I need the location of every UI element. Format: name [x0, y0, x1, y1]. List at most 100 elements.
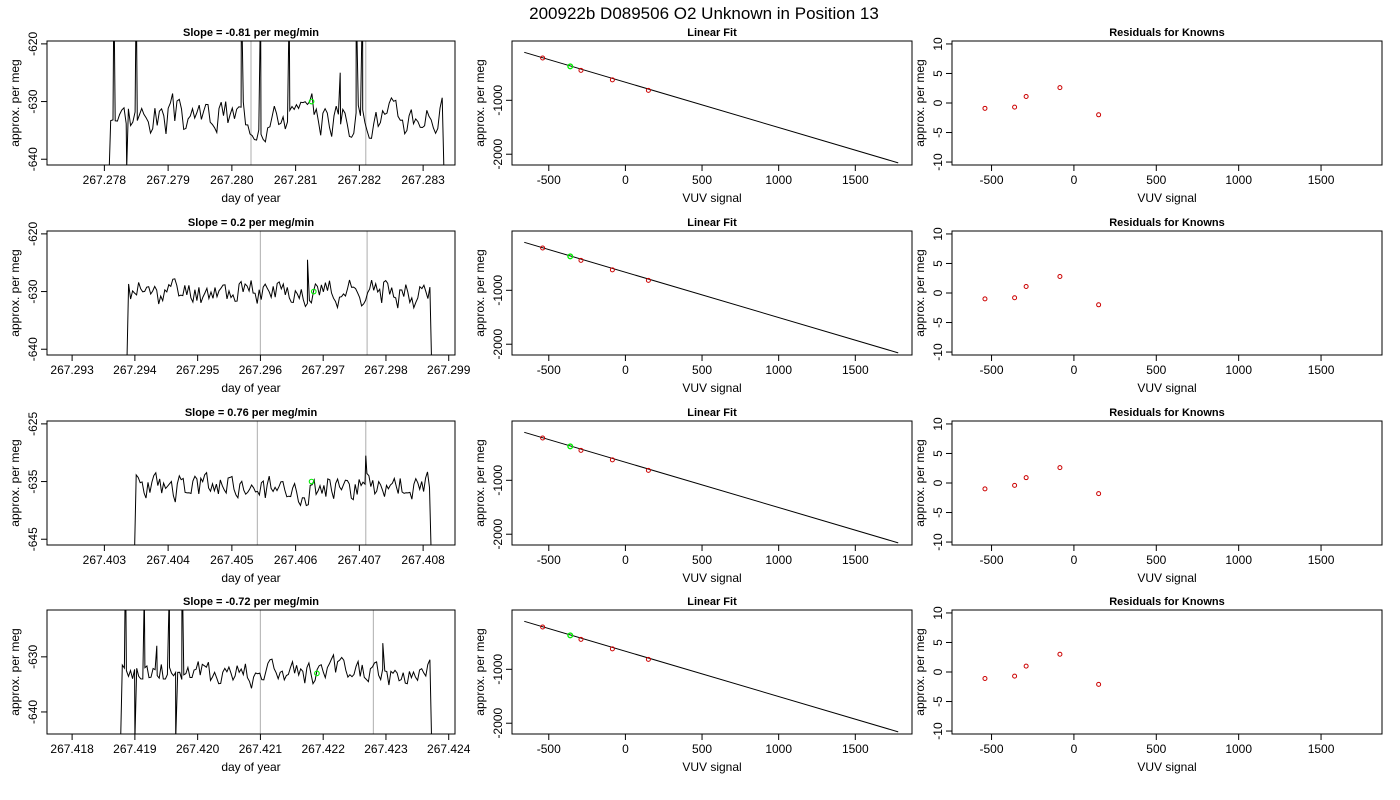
panel-7: Slope = 0.76 per meg/min 267.403 267.404 26…: [8, 407, 456, 585]
x-tick-label: 1500: [842, 742, 869, 756]
x-tick-label: 267.295: [176, 363, 220, 377]
y-tick-label: 10: [931, 606, 945, 620]
unknown-point: [308, 478, 315, 485]
panel-4: Slope = 0.2 per meg/min 267.293 267.294 267…: [8, 217, 471, 395]
y-tick-label: -1000: [491, 275, 505, 306]
plot-frame: [46, 420, 456, 546]
x-tick-label: 1500: [1308, 173, 1335, 187]
y-tick-label: -2000: [491, 519, 505, 550]
residual-point: [1057, 651, 1063, 657]
x-tick-label: 267.278: [83, 173, 127, 187]
fit-line: [524, 51, 899, 164]
y-tick-label: -620: [26, 32, 40, 56]
x-axis-label: VUV signal: [682, 381, 741, 395]
plot-area: [982, 273, 1102, 308]
unknown-point: [310, 288, 317, 295]
panel-title: Residuals for Knowns: [1109, 217, 1225, 229]
y-tick-label: -10: [931, 343, 945, 361]
x-tick-label: -500: [980, 363, 1004, 377]
y-tick-label: -2000: [491, 329, 505, 360]
x-tick-label: 267.407: [338, 553, 382, 567]
panel-title: Slope = 0.76 per meg/min: [185, 407, 318, 419]
x-tick-label: 1500: [842, 553, 869, 567]
x-tick-label: 500: [692, 363, 712, 377]
x-tick-label: 267.294: [113, 363, 157, 377]
panel-title: Residuals for Knowns: [1109, 596, 1225, 608]
y-axis-label: approx. per meg: [8, 439, 22, 526]
fit-line: [524, 620, 899, 733]
x-tick-label: -500: [537, 553, 561, 567]
x-axis-label: day of year: [221, 191, 280, 205]
panel-title: Slope = -0.72 per meg/min: [183, 596, 319, 608]
x-tick-label: 267.299: [427, 363, 471, 377]
residual-point: [1096, 681, 1102, 687]
panel-3: Residuals for Knowns -500 0 500 1000 1500 10 5 0…: [913, 27, 1383, 205]
x-tick-label: 267.404: [146, 553, 190, 567]
x-tick-label: 267.281: [274, 173, 318, 187]
y-axis-label: approx. per meg: [913, 439, 927, 526]
y-tick-label: -2000: [491, 139, 505, 170]
plot-frame: [46, 40, 456, 166]
residual-point: [1012, 104, 1018, 110]
known-point: [645, 656, 651, 662]
y-tick-label: 5: [931, 450, 945, 457]
y-tick-label: -630: [26, 279, 40, 303]
y-tick-label: -625: [26, 412, 40, 436]
x-tick-label: 0: [1071, 742, 1078, 756]
x-tick-label: 0: [1071, 173, 1078, 187]
x-tick-label: 500: [692, 553, 712, 567]
x-tick-label: 500: [692, 742, 712, 756]
x-tick-label: 267.298: [364, 363, 408, 377]
x-tick-label: 1000: [765, 173, 792, 187]
y-axis-label: approx. per meg: [913, 628, 927, 715]
panel-1: Slope = -0.81 per meg/min 267.278 267.279 2…: [8, 27, 456, 205]
panel-8: Linear Fit -500 0 500 1000 1500 -1000 -2000 VUV …: [473, 407, 913, 585]
x-tick-label: 267.405: [210, 553, 254, 567]
known-point: [578, 447, 584, 453]
plot-frame: [511, 40, 913, 166]
x-tick-label: -500: [537, 742, 561, 756]
x-axis-label: day of year: [221, 381, 280, 395]
panel-10: Slope = -0.72 per meg/min 267.418 267.419 2…: [8, 596, 471, 774]
x-tick-label: 1500: [842, 363, 869, 377]
x-tick-label: 500: [1146, 742, 1166, 756]
x-tick-label: -500: [537, 173, 561, 187]
x-tick-label: 267.424: [427, 742, 471, 756]
x-tick-label: 1500: [842, 173, 869, 187]
residual-point: [1012, 295, 1018, 301]
residual-point: [1057, 85, 1063, 91]
x-tick-label: -500: [980, 553, 1004, 567]
unknown-point: [567, 63, 574, 70]
x-tick-label: 267.419: [113, 742, 157, 756]
x-tick-label: 1000: [1225, 553, 1252, 567]
y-tick-label: 10: [931, 37, 945, 51]
x-axis-label: VUV signal: [682, 191, 741, 205]
panel-11: Linear Fit -500 0 500 1000 1500 -1000 -2000 VUV …: [473, 596, 913, 774]
x-tick-label: 500: [1146, 173, 1166, 187]
x-tick-label: 267.420: [176, 742, 220, 756]
x-tick-label: 267.279: [146, 173, 190, 187]
plot-frame: [511, 420, 913, 546]
plot-area: [126, 231, 432, 355]
residual-point: [1023, 94, 1029, 100]
x-tick-label: 0: [622, 173, 629, 187]
plot-frame: [46, 609, 456, 735]
y-tick-label: -640: [26, 337, 40, 361]
y-axis-label: approx. per meg: [473, 628, 487, 715]
known-point: [578, 636, 584, 642]
x-tick-label: 0: [1071, 553, 1078, 567]
unknown-point: [314, 670, 320, 677]
plot-frame: [511, 230, 913, 356]
x-tick-label: -500: [980, 173, 1004, 187]
x-tick-label: 267.280: [210, 173, 254, 187]
y-axis-label: approx. per meg: [473, 249, 487, 336]
unknown-point: [567, 253, 574, 260]
panel-12: Residuals for Knowns -500 0 500 1000 1500 10 5 0…: [913, 596, 1383, 774]
panel-9: Residuals for Knowns -500 0 500 1000 1500 10 5 0…: [913, 407, 1383, 585]
plot-area: [108, 41, 445, 165]
x-tick-label: -500: [980, 742, 1004, 756]
residual-point: [1023, 475, 1029, 481]
series-trace: [108, 41, 445, 165]
x-axis-label: VUV signal: [1137, 381, 1196, 395]
x-tick-label: 1000: [1225, 173, 1252, 187]
